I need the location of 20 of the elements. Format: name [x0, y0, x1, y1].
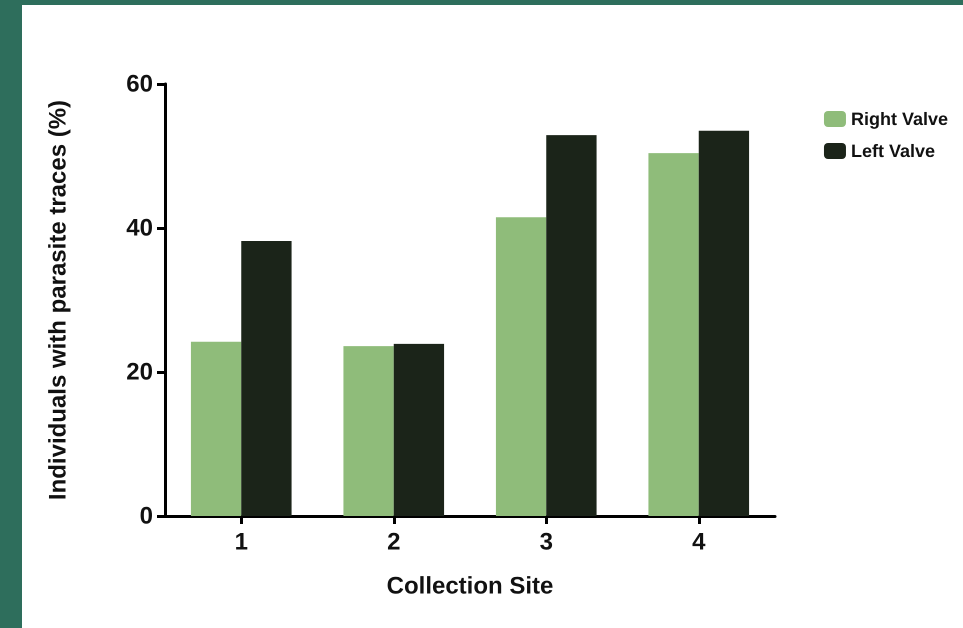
- bar: [241, 240, 292, 516]
- bar: [698, 130, 750, 516]
- y-tick-label: 20: [126, 358, 153, 386]
- x-tick-label: 2: [387, 528, 400, 556]
- bar: [343, 346, 394, 516]
- bar: [648, 153, 699, 516]
- y-tick-label: 40: [126, 214, 153, 242]
- x-axis-title: Collection Site: [386, 572, 554, 600]
- bar: [496, 217, 546, 516]
- legend-label: Left Valve: [850, 141, 936, 161]
- x-tick-label: 4: [692, 528, 706, 556]
- y-tick-label: 0: [140, 502, 153, 530]
- bar: [190, 342, 242, 516]
- bar: [394, 344, 444, 516]
- x-tick-label: 1: [234, 528, 248, 556]
- legend-label: Right Valve: [850, 109, 948, 129]
- x-tick-label: 3: [540, 528, 553, 556]
- bar: [546, 135, 597, 516]
- y-tick-label: 60: [126, 70, 153, 98]
- y-axis-title: Individuals with parasite traces (%): [44, 100, 72, 500]
